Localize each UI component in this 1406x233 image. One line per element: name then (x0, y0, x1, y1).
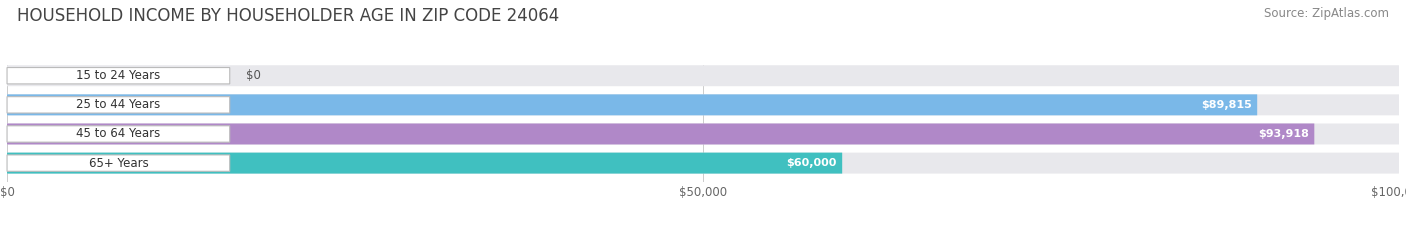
FancyBboxPatch shape (7, 68, 229, 84)
Text: $0: $0 (246, 69, 262, 82)
Text: $93,918: $93,918 (1258, 129, 1309, 139)
FancyBboxPatch shape (7, 65, 1399, 86)
FancyBboxPatch shape (7, 94, 1399, 115)
FancyBboxPatch shape (7, 123, 1315, 144)
FancyBboxPatch shape (7, 153, 1399, 174)
Text: 25 to 44 Years: 25 to 44 Years (76, 98, 160, 111)
Text: HOUSEHOLD INCOME BY HOUSEHOLDER AGE IN ZIP CODE 24064: HOUSEHOLD INCOME BY HOUSEHOLDER AGE IN Z… (17, 7, 560, 25)
Text: 65+ Years: 65+ Years (89, 157, 148, 170)
FancyBboxPatch shape (7, 126, 229, 142)
FancyBboxPatch shape (7, 97, 229, 113)
Text: $89,815: $89,815 (1201, 100, 1251, 110)
FancyBboxPatch shape (7, 155, 229, 171)
FancyBboxPatch shape (7, 153, 842, 174)
Text: Source: ZipAtlas.com: Source: ZipAtlas.com (1264, 7, 1389, 20)
Text: $60,000: $60,000 (786, 158, 837, 168)
Text: 45 to 64 Years: 45 to 64 Years (76, 127, 160, 140)
FancyBboxPatch shape (7, 94, 1257, 115)
Text: 15 to 24 Years: 15 to 24 Years (76, 69, 160, 82)
FancyBboxPatch shape (7, 123, 1399, 144)
